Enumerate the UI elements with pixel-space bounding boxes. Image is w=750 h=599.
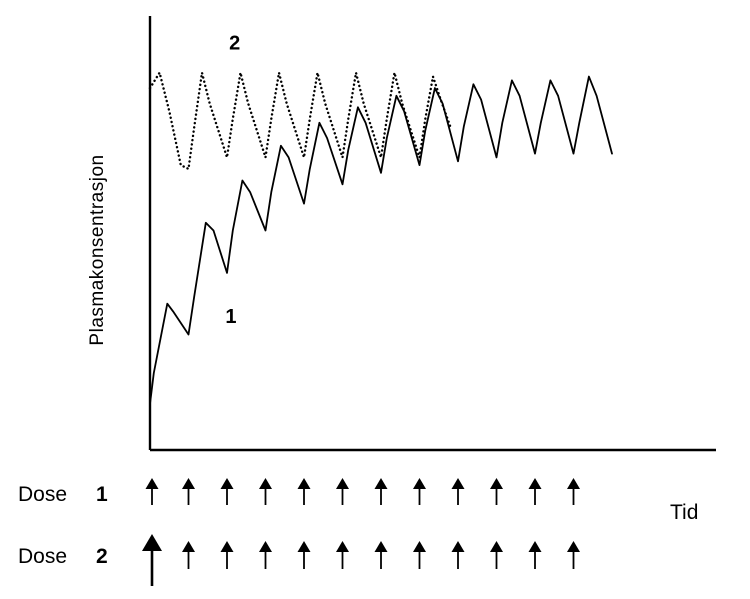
dose-1-arrow bbox=[336, 478, 349, 505]
dose-1-arrow bbox=[413, 478, 426, 505]
dose-2-arrow bbox=[297, 541, 311, 569]
dose-2-arrow bbox=[142, 534, 162, 586]
dose-2-arrow bbox=[374, 541, 388, 569]
dose-2-arrow bbox=[182, 541, 195, 569]
series-2-line bbox=[148, 71, 452, 171]
dose-arrows-layer bbox=[142, 478, 580, 586]
series-2-label: 2 bbox=[229, 33, 240, 55]
dose-1-label: Dose bbox=[18, 483, 67, 506]
dose-1-arrow bbox=[297, 478, 311, 505]
series-label-layer: 12 bbox=[225, 33, 240, 328]
dose-2-arrow bbox=[413, 541, 426, 569]
dose-2-arrow bbox=[451, 541, 465, 569]
dose-2-arrow bbox=[490, 541, 503, 569]
dose-1-arrow bbox=[220, 478, 234, 505]
dose-2-arrow bbox=[220, 541, 234, 569]
dose-2-arrow bbox=[336, 541, 349, 569]
dose-1-arrow bbox=[567, 478, 580, 505]
series-1-label: 1 bbox=[225, 306, 236, 328]
dose-1-arrow bbox=[528, 478, 542, 505]
dose-2-arrow bbox=[259, 541, 272, 569]
dose-1-arrow bbox=[374, 478, 388, 505]
dose-2-arrow bbox=[528, 541, 542, 569]
dose-1-number: 1 bbox=[96, 483, 108, 506]
dose-2-arrow bbox=[567, 541, 580, 569]
y-axis-label: Plasmakonsentrasjon bbox=[87, 154, 108, 345]
x-axis-label: Tid bbox=[670, 501, 698, 524]
series-1-line bbox=[149, 75, 613, 405]
dose-2-number: 2 bbox=[96, 545, 108, 568]
dose-1-arrow bbox=[490, 478, 503, 505]
dose-1-arrow bbox=[182, 478, 195, 505]
dose-1-arrow bbox=[145, 478, 159, 505]
dose-1-arrow bbox=[451, 478, 465, 505]
dose-2-label: Dose bbox=[18, 545, 67, 568]
dose-1-arrow bbox=[259, 478, 272, 505]
series-layer bbox=[148, 71, 613, 405]
